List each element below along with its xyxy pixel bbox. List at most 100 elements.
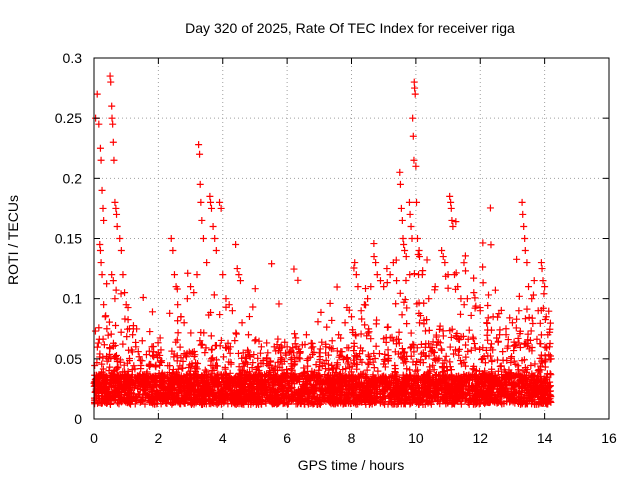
data-point xyxy=(283,365,291,373)
data-point xyxy=(387,373,395,381)
data-point xyxy=(118,383,126,391)
data-point xyxy=(254,391,262,399)
data-point xyxy=(121,315,129,323)
data-point xyxy=(393,277,401,285)
data-point xyxy=(158,358,166,366)
data-point xyxy=(107,78,115,86)
data-point xyxy=(356,356,364,364)
data-point xyxy=(444,387,452,395)
data-point xyxy=(136,356,144,364)
data-point xyxy=(450,350,458,358)
data-point xyxy=(494,378,502,386)
data-point xyxy=(470,387,478,395)
data-point xyxy=(399,235,407,242)
data-point xyxy=(390,389,398,397)
data-point xyxy=(402,373,410,381)
data-point xyxy=(470,274,478,282)
data-point xyxy=(365,353,373,361)
data-point xyxy=(515,339,523,347)
data-point xyxy=(273,341,281,349)
data-point xyxy=(336,397,344,405)
data-point xyxy=(464,335,472,343)
data-point xyxy=(170,353,178,361)
data-point xyxy=(117,290,125,298)
data-point xyxy=(422,387,430,395)
data-point xyxy=(499,348,507,356)
data-point xyxy=(293,343,301,351)
data-point xyxy=(205,392,213,400)
data-point xyxy=(91,388,99,396)
data-point xyxy=(109,120,117,128)
data-point xyxy=(174,317,182,325)
data-point xyxy=(541,352,549,360)
data-point xyxy=(216,311,224,319)
data-point xyxy=(295,389,303,397)
data-point xyxy=(117,247,125,255)
data-point xyxy=(341,319,349,327)
data-point xyxy=(462,267,470,275)
data-point xyxy=(291,360,299,368)
data-point xyxy=(367,389,375,397)
data-point xyxy=(127,400,135,408)
data-point xyxy=(201,366,209,374)
data-point xyxy=(235,363,243,371)
data-point xyxy=(437,345,445,353)
data-point xyxy=(310,348,318,356)
data-point xyxy=(115,400,123,408)
data-point xyxy=(413,381,421,389)
data-point xyxy=(436,372,444,380)
data-point xyxy=(364,295,372,303)
data-point xyxy=(451,271,458,279)
data-point xyxy=(255,337,263,345)
data-point xyxy=(398,216,406,224)
data-point xyxy=(516,330,524,338)
data-point xyxy=(503,371,511,379)
data-point xyxy=(233,387,241,395)
data-point xyxy=(110,397,118,405)
data-point xyxy=(397,204,405,212)
data-point xyxy=(477,393,485,401)
data-point xyxy=(381,350,389,358)
data-point xyxy=(230,399,238,407)
data-point xyxy=(152,381,160,389)
data-point xyxy=(469,333,477,341)
data-point xyxy=(459,332,467,340)
data-point xyxy=(109,389,117,397)
data-point xyxy=(429,338,437,346)
data-point xyxy=(289,396,297,404)
data-point xyxy=(329,364,337,372)
data-point xyxy=(421,343,429,351)
data-point xyxy=(141,400,149,408)
data-point xyxy=(513,255,521,263)
data-point xyxy=(487,340,495,348)
data-point xyxy=(352,271,360,279)
data-point xyxy=(112,321,120,329)
data-point xyxy=(137,397,145,405)
data-point xyxy=(153,387,161,395)
data-point xyxy=(193,271,201,279)
data-point xyxy=(123,325,131,333)
data-point xyxy=(371,393,379,401)
data-point xyxy=(197,375,205,383)
data-point xyxy=(519,210,527,218)
data-point xyxy=(322,378,330,386)
data-point xyxy=(395,350,403,358)
data-point xyxy=(207,309,215,317)
data-point xyxy=(415,253,423,261)
data-point xyxy=(110,375,118,382)
data-point xyxy=(194,360,202,368)
data-point xyxy=(419,393,427,401)
data-point xyxy=(469,383,477,391)
data-point xyxy=(217,387,225,395)
data-point xyxy=(156,334,164,342)
data-point xyxy=(221,363,229,371)
data-point xyxy=(403,320,411,328)
data-point xyxy=(105,350,113,358)
data-point xyxy=(494,383,502,391)
data-point xyxy=(471,294,479,302)
data-point xyxy=(375,350,383,358)
data-point xyxy=(117,371,125,379)
data-point xyxy=(479,263,487,271)
data-point xyxy=(305,390,313,398)
data-point xyxy=(197,198,205,206)
